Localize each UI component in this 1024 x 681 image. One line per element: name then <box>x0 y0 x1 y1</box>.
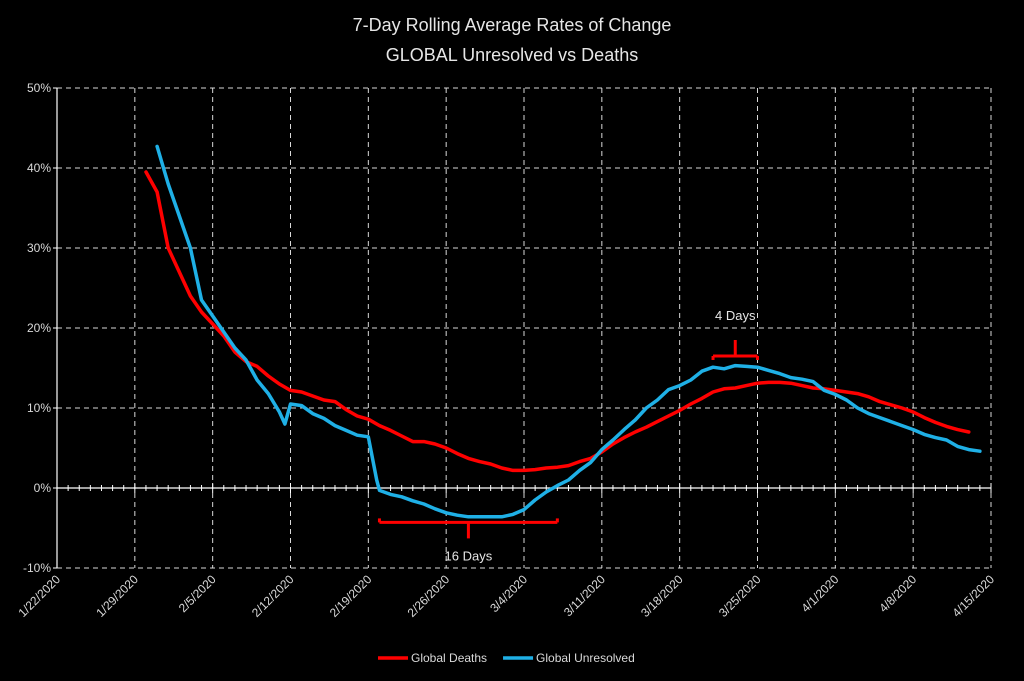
legend: Global Deaths Global Unresolved <box>378 651 635 665</box>
y-tick-label: 30% <box>27 241 51 255</box>
x-tick-label: 2/12/2020 <box>249 572 297 620</box>
annotation-label: 16 Days <box>445 548 493 563</box>
x-tick-label: 4/15/2020 <box>949 572 997 620</box>
x-tick-label: 3/11/2020 <box>561 572 608 619</box>
chart-title: 7-Day Rolling Average Rates of Change <box>353 15 672 35</box>
x-tick-label: 2/26/2020 <box>405 572 453 620</box>
x-tick-label: 4/8/2020 <box>876 572 919 615</box>
legend-global-unresolved-label: Global Unresolved <box>536 651 635 665</box>
series-global-deaths-line <box>144 170 971 473</box>
annotation-label: 4 Days <box>715 308 756 323</box>
x-tick-label: 4/1/2020 <box>799 572 842 615</box>
x-tick-label: 3/25/2020 <box>716 572 764 620</box>
y-tick-label: 0% <box>34 481 52 495</box>
legend-global-deaths-label: Global Deaths <box>411 651 487 665</box>
chart-subtitle: GLOBAL Unresolved vs Deaths <box>386 45 638 65</box>
series-global-unresolved-line <box>155 144 982 519</box>
x-tick-label: 3/4/2020 <box>487 572 530 615</box>
y-tick-label: -10% <box>23 561 51 575</box>
x-tick-label: 3/18/2020 <box>638 572 686 620</box>
y-tick-label: 20% <box>27 321 51 335</box>
y-tick-label: 40% <box>27 161 51 175</box>
y-tick-label: 10% <box>27 401 51 415</box>
annotation-bracket: 4 Days <box>711 308 759 360</box>
x-tick-label: 2/19/2020 <box>327 572 375 620</box>
x-tick-label: 2/5/2020 <box>176 572 219 615</box>
y-tick-label: 50% <box>27 81 51 95</box>
x-tick-label: 1/22/2020 <box>15 572 63 620</box>
grid <box>56 87 992 569</box>
x-tick-label: 1/29/2020 <box>93 572 141 620</box>
series-group <box>144 144 982 519</box>
annotation-bracket: 16 Days <box>377 518 559 563</box>
annotations: 16 Days 4 Days <box>377 308 759 563</box>
